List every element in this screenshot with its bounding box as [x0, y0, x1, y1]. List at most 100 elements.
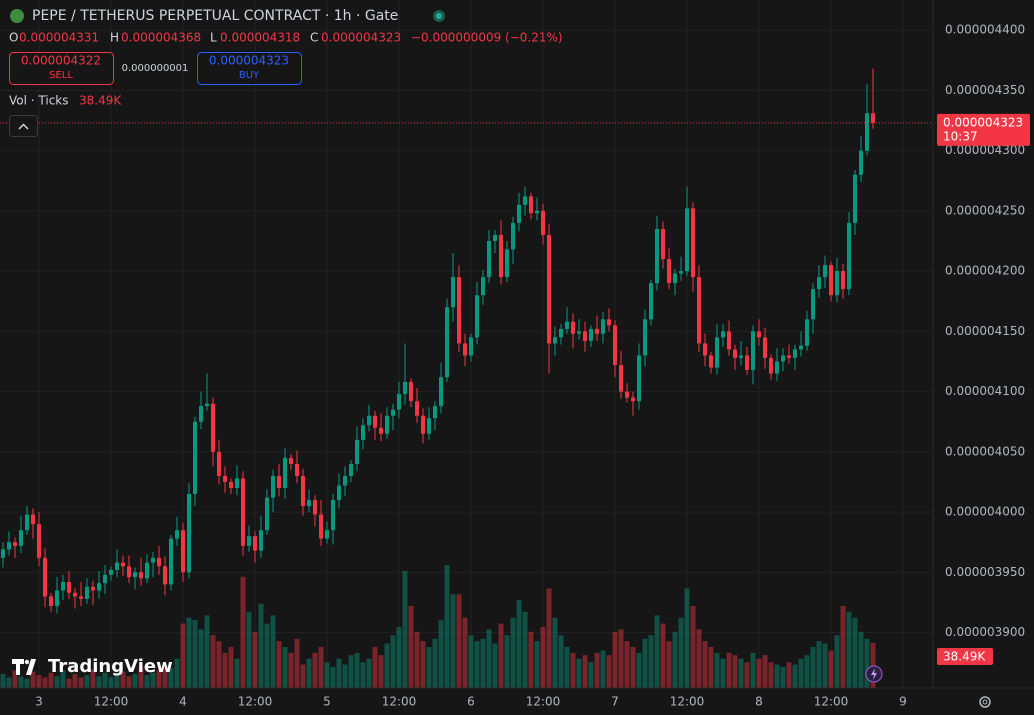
candle-body	[307, 500, 311, 507]
buy-label: BUY	[239, 70, 260, 81]
candle-body	[73, 592, 77, 597]
volume-tag	[937, 648, 993, 665]
x-tick-label: 4	[179, 695, 187, 709]
volume-bar	[618, 629, 624, 688]
volume-bar	[522, 611, 528, 688]
candle-body	[793, 349, 797, 358]
candle-body	[841, 271, 845, 290]
volume-bar	[570, 652, 576, 688]
x-tick-label: 12:00	[94, 695, 129, 709]
candle-body	[235, 478, 239, 488]
volume-bar	[528, 631, 534, 688]
volume-bar	[792, 664, 798, 688]
volume-bar	[342, 664, 348, 688]
volume-bar	[468, 635, 474, 688]
candle-body	[799, 345, 803, 350]
volume-bar	[672, 631, 678, 688]
candle-body	[847, 222, 851, 290]
candle-body	[769, 357, 773, 374]
volume-bar	[870, 642, 876, 688]
volume-bar	[192, 620, 198, 688]
volume-bar	[582, 655, 588, 688]
volume-bar	[636, 652, 642, 688]
volume-bar	[762, 655, 768, 688]
volume-bar	[822, 643, 828, 688]
volume-bar	[480, 638, 486, 688]
volume-bar	[558, 635, 564, 688]
candle-body	[469, 337, 473, 356]
candle-body	[25, 514, 29, 531]
candle-body	[787, 355, 791, 358]
candle-body	[721, 331, 725, 338]
buy-button[interactable]	[197, 52, 302, 85]
volume-bar	[834, 635, 840, 688]
volume-bar	[36, 675, 42, 688]
sell-label: SELL	[49, 70, 73, 81]
volume-bar	[216, 641, 222, 688]
sell-button[interactable]	[9, 52, 114, 85]
candle-body	[145, 562, 149, 579]
candle-body	[565, 321, 569, 329]
candle-body	[727, 331, 731, 350]
volume-bar	[78, 677, 84, 688]
x-tick-label: 5	[323, 695, 331, 709]
collapse-button[interactable]	[9, 115, 38, 137]
y-tick-label: 0.000004300	[945, 143, 1025, 157]
candle-body	[133, 572, 137, 578]
volume-bar	[504, 635, 510, 688]
volume-bar	[498, 623, 504, 688]
candle-body	[517, 204, 521, 223]
last-price-tag	[937, 113, 1030, 146]
candle-body	[97, 583, 101, 591]
ohlc-letter: O	[9, 31, 18, 45]
volume-bar	[162, 664, 168, 688]
volume-bar	[738, 658, 744, 688]
candle-body	[355, 439, 359, 464]
buy-price: 0.000004323	[209, 54, 289, 68]
change: −0.000000009 (−0.21%)	[411, 31, 563, 45]
volume-bar	[0, 673, 6, 688]
candle-body	[391, 409, 395, 416]
volume-bar	[630, 647, 636, 688]
volume-bar	[24, 678, 30, 688]
volume-bar	[828, 650, 834, 688]
volume-bar	[624, 641, 630, 688]
volume-bar	[840, 606, 846, 688]
candle-body	[199, 406, 203, 422]
settings-icon[interactable]	[979, 696, 991, 708]
volume-bar	[510, 617, 516, 688]
candle-body	[523, 196, 527, 205]
volume-bar	[432, 638, 438, 688]
x-tick-label: 12:00	[382, 695, 417, 709]
volume-bar	[228, 647, 234, 688]
candle-body	[607, 319, 611, 326]
candle-body	[811, 289, 815, 320]
candle-body	[283, 457, 287, 488]
volume-bar	[702, 641, 708, 688]
volume-bar	[414, 631, 420, 688]
volume-bar	[474, 641, 480, 688]
volume-bar	[696, 629, 702, 688]
candle-body	[601, 319, 605, 334]
candle-body	[217, 451, 221, 476]
volume-bar	[780, 666, 786, 688]
y-tick-label: 0.000004100	[945, 384, 1025, 398]
candle-body	[673, 273, 677, 284]
candle-body	[631, 397, 635, 402]
candle-body	[109, 569, 113, 575]
candle-body	[175, 530, 179, 539]
candle-body	[463, 343, 467, 356]
candle-body	[103, 574, 107, 584]
volume-bar	[180, 623, 186, 688]
candle-body	[859, 150, 863, 175]
candle-body	[277, 475, 281, 488]
volume-bar	[726, 652, 732, 688]
volume-bar	[534, 641, 540, 688]
candle-body	[433, 406, 437, 419]
candle-body	[223, 475, 227, 482]
candle-body	[427, 418, 431, 434]
candle-body	[67, 581, 71, 593]
volume-bar	[492, 643, 498, 688]
candle-body	[325, 530, 329, 539]
